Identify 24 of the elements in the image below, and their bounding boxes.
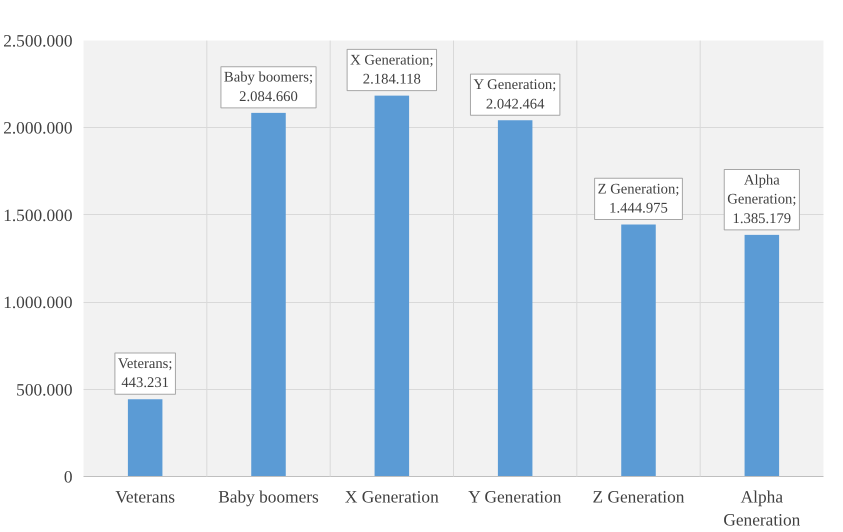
y-tick-label: 0	[64, 468, 73, 486]
x-tick-label: Baby boomers	[218, 488, 320, 506]
bar	[744, 234, 780, 476]
y-tick-label: 500.000	[16, 380, 73, 400]
x-tick-label: Y Generation	[468, 488, 562, 506]
y-tick-label: 1.500.000	[3, 206, 72, 225]
data-label: Alpha Generation; 1.385.179	[727, 172, 796, 227]
bar	[498, 120, 532, 476]
x-tick-label: X Generation	[344, 488, 440, 506]
bar	[251, 112, 286, 476]
data-label: Veterans; 443.231	[118, 356, 172, 392]
y-tick-label: 1.000.000	[3, 293, 72, 312]
bar	[621, 224, 656, 476]
bar	[128, 399, 162, 476]
data-label: Baby boomers; 2.084.660	[224, 70, 314, 105]
y-tick-label: 2.000.000	[3, 118, 72, 138]
bar	[374, 96, 410, 476]
x-tick-label: Z Generation	[592, 488, 685, 506]
x-tick-label: Veterans	[115, 488, 176, 506]
y-tick-label: 2.500.000	[3, 32, 72, 50]
data-label: X Generation; 2.184.118	[350, 52, 434, 88]
data-label: Z Generation; 1.444.975	[598, 181, 680, 216]
data-label: Y Generation; 2.042.464	[473, 77, 556, 112]
x-tick-label: Alpha Generation	[723, 488, 801, 530]
